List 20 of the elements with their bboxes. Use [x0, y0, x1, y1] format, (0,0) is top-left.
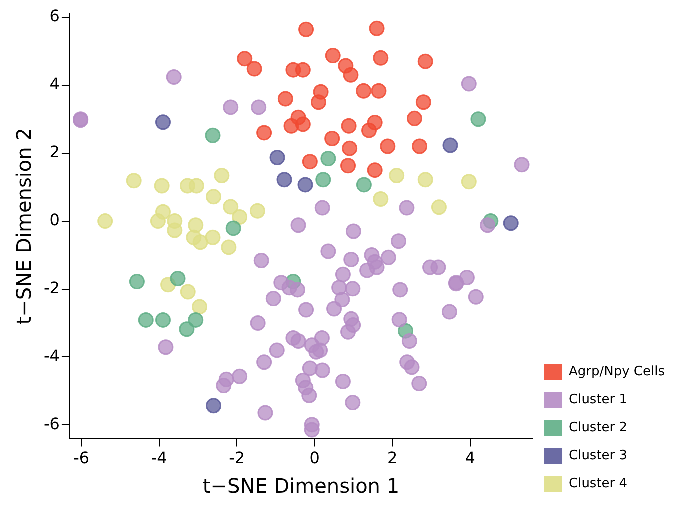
legend-label: Cluster 3 [569, 448, 628, 464]
legend-label: Cluster 4 [569, 476, 628, 492]
x-tick-label: -2 [229, 448, 246, 468]
x-tick-label: -4 [151, 448, 168, 468]
x-tick-label: 2 [387, 448, 398, 468]
y-tick-label: -2 [44, 278, 60, 298]
legend-label: Cluster 2 [569, 420, 628, 436]
y-tick-label: 0 [50, 210, 60, 230]
x-tick-label: -6 [74, 448, 90, 468]
y-tick-label: 2 [50, 142, 60, 162]
y-tick-label: 6 [50, 6, 60, 26]
y-tick-label: 4 [50, 74, 60, 94]
legend-label: Cluster 1 [569, 392, 628, 408]
x-axis-title: t−SNE Dimension 1 [202, 474, 400, 498]
y-tick-label: -6 [44, 414, 60, 434]
legend-label: Agrp/Npy Cells [569, 364, 666, 380]
y-axis-title: t−SNE Dimension 2 [12, 128, 36, 325]
y-tick-label: -4 [44, 346, 60, 366]
x-tick-label: 0 [310, 448, 320, 468]
x-tick-label: 4 [465, 448, 476, 468]
